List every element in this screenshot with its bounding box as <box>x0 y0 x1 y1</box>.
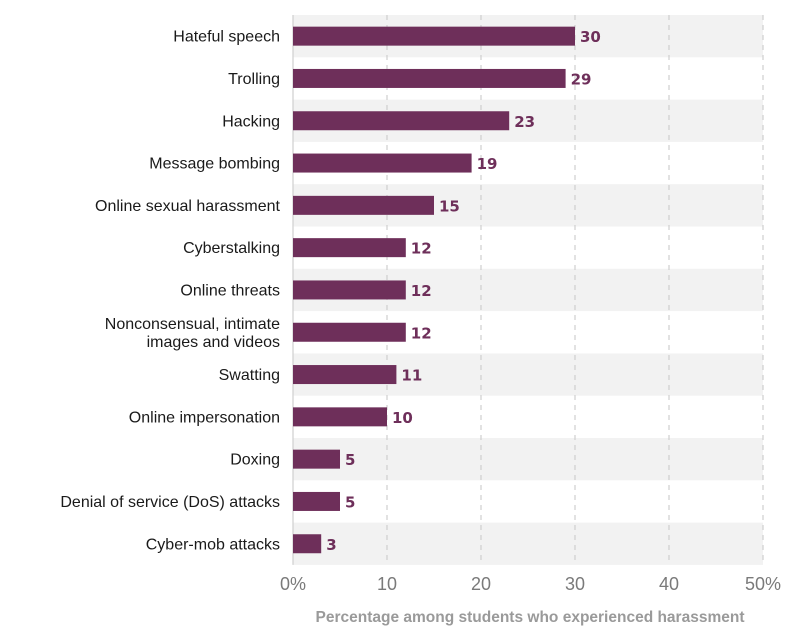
value-label: 3 <box>326 536 336 554</box>
value-label: 30 <box>580 28 601 46</box>
x-tick-label: 30 <box>565 574 585 594</box>
value-label: 12 <box>411 282 432 300</box>
bar <box>293 68 566 88</box>
category-labels: Hateful speech Trolling Hacking Message bom… <box>60 29 280 554</box>
bar <box>293 534 322 554</box>
bar <box>293 238 406 258</box>
value-label: 11 <box>401 367 422 385</box>
x-tick-label: 20 <box>471 574 491 594</box>
category-label: Cyberstalking <box>183 240 280 257</box>
row-band <box>293 438 763 481</box>
category-label: Message bombing <box>149 156 280 173</box>
x-axis-title: Percentage among students who experience… <box>316 609 745 626</box>
x-tick-labels: 0% 10 20 30 40 50% <box>280 574 781 594</box>
x-tick-label: 10 <box>377 574 397 594</box>
bar <box>293 491 340 511</box>
bar <box>293 195 434 215</box>
bar <box>293 153 472 173</box>
value-label: 29 <box>571 70 592 88</box>
bar <box>293 111 510 131</box>
value-label: 23 <box>514 113 535 131</box>
category-label: Trolling <box>228 71 280 88</box>
category-label: Online sexual harassment <box>95 198 281 215</box>
category-label: Hacking <box>222 113 280 130</box>
bar <box>293 280 406 300</box>
bar <box>293 449 340 469</box>
value-label: 12 <box>411 324 432 342</box>
x-tick-label: 40 <box>659 574 679 594</box>
category-label: Cyber-mob attacks <box>146 536 280 553</box>
value-labels: 30 29 23 19 15 12 12 12 11 10 5 5 3 <box>326 28 601 554</box>
category-label: Doxing <box>230 452 280 469</box>
bar <box>293 26 575 46</box>
bars <box>293 26 575 554</box>
x-tick-label: 50% <box>745 574 781 594</box>
value-label: 19 <box>477 155 498 173</box>
category-label: Denial of service (DoS) attacks <box>60 494 280 511</box>
bar <box>293 322 406 342</box>
row-band <box>293 522 763 565</box>
value-label: 12 <box>411 240 432 258</box>
bar <box>293 365 397 385</box>
category-label: Online threats <box>180 282 280 299</box>
category-label: Online impersonation <box>129 409 280 426</box>
value-label: 15 <box>439 197 460 215</box>
category-label: Swatting <box>219 367 280 384</box>
value-label: 5 <box>345 493 355 511</box>
x-tick-label: 0% <box>280 574 306 594</box>
category-label: Hateful speech <box>173 29 280 46</box>
value-label: 10 <box>392 409 413 427</box>
bar <box>293 407 387 427</box>
category-label: Nonconsensual, intimate images and videos <box>105 316 280 351</box>
value-label: 5 <box>345 451 355 469</box>
